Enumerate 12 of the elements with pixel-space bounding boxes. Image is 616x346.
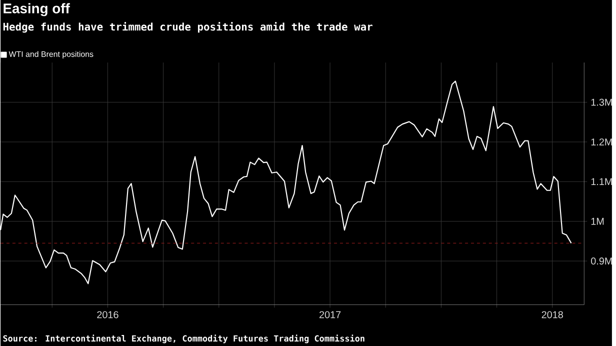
y-tick-label: 0.9M [591,257,612,264]
x-tick-label: 2016 [97,311,118,318]
y-tick-label: 1.3M [591,98,612,106]
y-tick-label: 1.1M [591,178,612,185]
x-tick-label: 2017 [319,311,341,318]
line-series [0,80,572,284]
source-note: Source: Intercontinental Exchange, Commodity Futures Trading Commission [3,334,364,344]
y-tick-label: 1M [591,218,604,225]
chart-title: Easing off [4,2,70,16]
x-tick-label: 2018 [542,311,563,318]
chart-subtitle: Hedge funds have trimmed crude positions amid the trade war [3,22,372,32]
y-tick-label: 1.2M [591,138,612,146]
